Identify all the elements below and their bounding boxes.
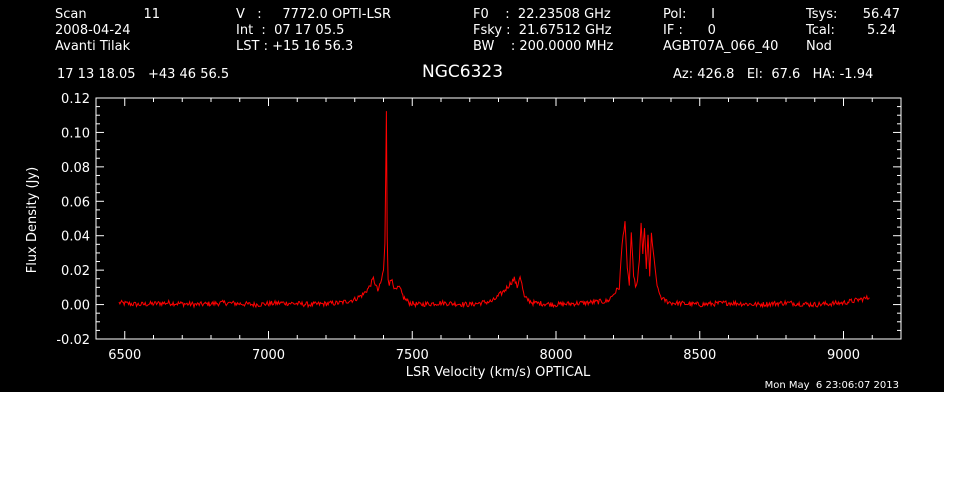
observer-name: Avanti Tilak xyxy=(55,39,131,54)
observation-date: 2008-04-24 xyxy=(55,23,131,38)
bandwidth: BW : 200.0000 MHz xyxy=(473,39,614,54)
x-tick-label: 7500 xyxy=(396,348,429,363)
velocity-info: V : 7772.0 OPTI-LSR xyxy=(236,7,392,22)
scan-label: Scan xyxy=(55,7,87,22)
y-tick-label: 0.02 xyxy=(61,264,90,279)
y-tick-label: 0.10 xyxy=(61,126,90,141)
integration-info: Int : 07 17 05.5 xyxy=(236,23,345,38)
lst-info: LST : +15 16 56.3 xyxy=(236,39,354,54)
if-number: IF : 0 xyxy=(663,23,716,38)
x-tick-label: 9000 xyxy=(827,348,860,363)
y-tick-label: 0.08 xyxy=(61,161,90,176)
x-tick-label: 6500 xyxy=(108,348,141,363)
y-tick-label: -0.02 xyxy=(56,333,90,348)
y-tick-label: 0.04 xyxy=(61,230,90,245)
y-axis: -0.02 0.00 0.02 0.04 0.06 0.08 0.10 0.12 xyxy=(56,92,901,348)
tsys-value: 56.47 xyxy=(862,7,900,22)
tsys-label: Tsys: xyxy=(806,7,838,22)
render-timestamp: Mon May 6 23:06:07 2013 xyxy=(764,380,899,391)
rest-frequency: F0 : 22.23508 GHz xyxy=(473,7,611,22)
project-id: AGBT07A_066_40 xyxy=(663,39,779,54)
y-tick-label: 0.06 xyxy=(61,195,90,210)
tcal-label: Tcal: xyxy=(806,23,835,38)
x-tick-label: 8000 xyxy=(539,348,572,363)
source-coordinates: 17 13 18.05 +43 46 56.5 xyxy=(57,67,230,82)
spectrum-chart: 6500 7000 7500 8000 8500 9000 -0.02 0.00 0.02 0.… xyxy=(25,92,902,380)
observing-mode: Nod xyxy=(806,39,832,54)
x-tick-label: 8500 xyxy=(683,348,716,363)
y-axis-label: Flux Density (Jy) xyxy=(25,167,40,273)
x-tick-label: 7000 xyxy=(252,348,285,363)
plot-panel: Scan 11 2008-04-24 Avanti Tilak V : 7772… xyxy=(0,0,944,392)
y-tick-label: 0.00 xyxy=(61,299,90,314)
y-tick-label: 0.12 xyxy=(61,92,90,107)
polarization: Pol: I xyxy=(663,7,715,22)
x-axis-label: LSR Velocity (km/s) OPTICAL xyxy=(406,365,591,380)
sky-frequency: Fsky : 21.67512 GHz xyxy=(473,23,612,38)
x-axis: 6500 7000 7500 8000 8500 9000 xyxy=(108,98,873,363)
scan-number: 11 xyxy=(143,7,160,22)
spectrum-series-line xyxy=(118,111,870,309)
az-el-ha: Az: 426.8 El: 67.6 HA: -1.94 xyxy=(673,67,874,82)
source-name: NGC6323 xyxy=(422,62,504,82)
tcal-value: 5.24 xyxy=(867,23,896,38)
